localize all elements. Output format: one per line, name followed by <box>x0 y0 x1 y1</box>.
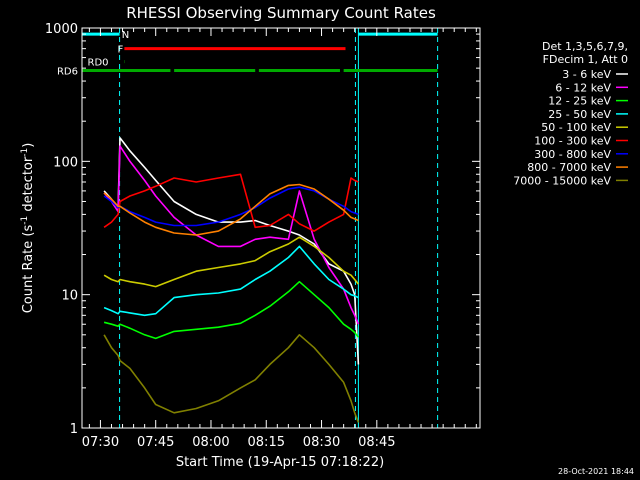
legend-header-line-1: Det 1,3,5,6,7,9, <box>542 40 628 53</box>
plot-area <box>82 28 439 428</box>
legend: Det 1,3,5,6,7,9, FDecim 1, Att 0 3 - 6 k… <box>513 40 628 187</box>
legend-label: 12 - 25 keV <box>548 95 611 108</box>
legend-label: 25 - 50 keV <box>548 108 611 121</box>
series-line-9 <box>103 334 360 423</box>
y-tick-label: 1 <box>70 422 78 437</box>
legend-label: 100 - 300 keV <box>534 135 611 148</box>
footer-date: 28-Oct-2021 18:44 <box>558 467 634 476</box>
plot-frame <box>81 27 481 429</box>
y-axis-label-mid: detector <box>21 156 36 216</box>
series-line-1 <box>103 137 360 365</box>
legend-label: 800 - 7000 keV <box>527 161 611 174</box>
legend-label: 7000 - 15000 keV <box>513 174 611 187</box>
flag-label-f: F <box>118 45 124 56</box>
x-tick-label: 08:00 <box>192 435 229 450</box>
x-tick-label: 07:30 <box>82 435 119 450</box>
flag-label-rd0: RD0 <box>88 58 109 69</box>
legend-header-line-2: FDecim 1, Att 0 <box>543 53 628 66</box>
series-line-5 <box>103 236 360 288</box>
y-axis-label-main: Count Rate (s <box>21 225 36 314</box>
flag-label-n: N <box>122 30 129 41</box>
chart-title: RHESSI Observing Summary Count Rates <box>126 4 436 22</box>
legend-label: 50 - 100 keV <box>541 121 611 134</box>
y-tick-label: 10 <box>61 289 78 304</box>
series-line-2 <box>103 145 360 325</box>
x-tick-label: 08:30 <box>303 435 340 450</box>
y-tick-label: 100 <box>53 155 78 170</box>
series-line-6 <box>103 173 359 232</box>
y-axis-label-sup2: -1 <box>20 148 30 157</box>
y-axis-label: Count Rate (s-1 detector-1) <box>20 143 36 314</box>
legend-label: 6 - 12 keV <box>555 81 611 94</box>
y-axis-label-sup1: -1 <box>20 216 30 225</box>
x-tick-label: 08:15 <box>248 435 285 450</box>
flag-label-rd6: RD6 <box>57 67 78 78</box>
x-tick-label: 08:45 <box>358 435 395 450</box>
series-line-3 <box>103 280 360 340</box>
legend-label: 300 - 800 keV <box>534 148 611 161</box>
x-axis-label: Start Time (19-Apr-15 07:18:22) <box>176 455 384 470</box>
y-tick-label: 1000 <box>45 22 78 37</box>
y-axis-label-end: ) <box>21 143 36 148</box>
series-line-4 <box>103 245 359 317</box>
x-tick-label: 07:45 <box>137 435 174 450</box>
series-line-8 <box>103 183 359 236</box>
legend-label: 3 - 6 keV <box>562 68 611 81</box>
